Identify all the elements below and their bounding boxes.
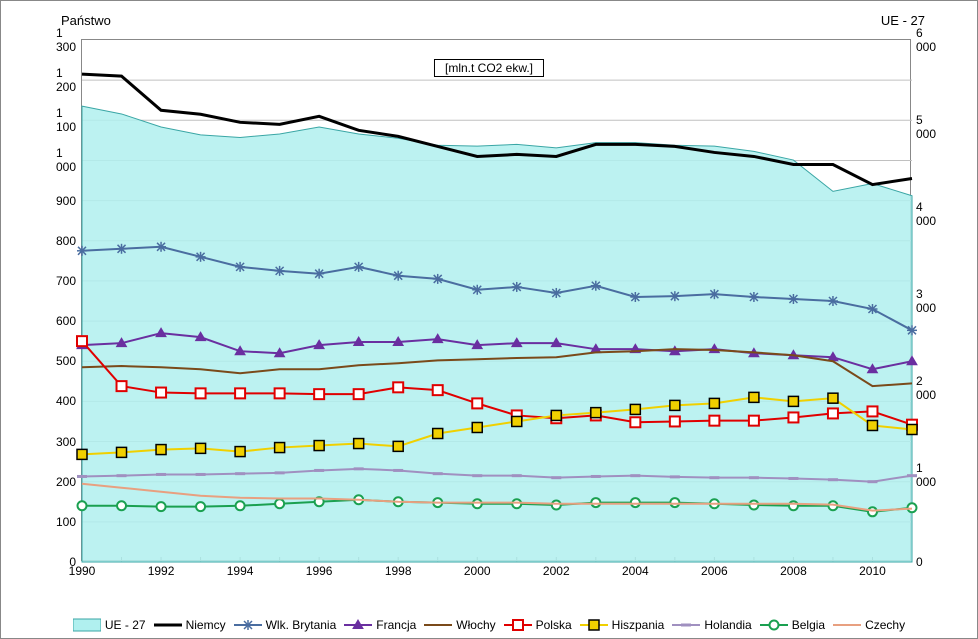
y-tick-right: 1 000 (916, 461, 936, 489)
y-tick-left: 900 (56, 194, 76, 208)
y-tick-left: 400 (56, 394, 76, 408)
legend-item-wlk_brytania: Wlk. Brytania (234, 618, 337, 632)
x-tick: 2000 (464, 564, 491, 578)
unit-box: [mln.t CO2 ekw.] (434, 59, 544, 77)
y-tick-left: 100 (56, 515, 76, 529)
legend-swatch (73, 618, 101, 632)
legend-item-niemcy: Niemcy (154, 618, 226, 632)
y-tick-left: 1 000 (56, 146, 76, 174)
legend: UE - 27 Niemcy Wlk. Brytania Francja Włochy P… (1, 612, 977, 634)
legend-swatch (234, 618, 262, 632)
legend-label: Belgia (792, 618, 825, 632)
x-tick: 1990 (69, 564, 96, 578)
legend-item-holandia: Holandia (672, 618, 751, 632)
y-tick-right: 2 000 (916, 374, 936, 402)
y-tick-left: 800 (56, 234, 76, 248)
legend-item-czechy: Czechy (833, 618, 905, 632)
x-tick: 1992 (148, 564, 175, 578)
y-tick-left: 1 200 (56, 66, 76, 94)
x-tick: 2004 (622, 564, 649, 578)
y-tick-left: 700 (56, 274, 76, 288)
legend-item-francja: Francja (344, 618, 416, 632)
y-tick-left: 500 (56, 354, 76, 368)
plot-area: 01002003004005006007008009001 0001 1001 … (81, 39, 911, 561)
y-tick-left: 600 (56, 314, 76, 328)
y-tick-left: 200 (56, 475, 76, 489)
legend-label: Czechy (865, 618, 905, 632)
legend-swatch (760, 618, 788, 632)
y-tick-right: 4 000 (916, 200, 936, 228)
plot-svg (82, 40, 910, 560)
y-tick-left: 300 (56, 435, 76, 449)
legend-swatch (580, 618, 608, 632)
y-tick-right: 0 (916, 555, 923, 569)
legend-label: Niemcy (186, 618, 226, 632)
y-tick-left: 1 100 (56, 106, 76, 134)
y-tick-right: 5 000 (916, 113, 936, 141)
legend-swatch (833, 618, 861, 632)
y-tick-left: 1 300 (56, 26, 76, 54)
legend-item-ue27: UE - 27 (73, 618, 146, 632)
x-tick: 2006 (701, 564, 728, 578)
x-tick: 2008 (780, 564, 807, 578)
legend-label: Wlk. Brytania (266, 618, 337, 632)
legend-swatch (672, 618, 700, 632)
x-tick: 1994 (227, 564, 254, 578)
y-tick-right: 6 000 (916, 26, 936, 54)
legend-label: Włochy (456, 618, 495, 632)
legend-label: Hiszpania (612, 618, 665, 632)
x-tick: 1998 (385, 564, 412, 578)
y-tick-right: 3 000 (916, 287, 936, 315)
legend-label: Francja (376, 618, 416, 632)
legend-label: Holandia (704, 618, 751, 632)
legend-label: Polska (536, 618, 572, 632)
legend-swatch (154, 618, 182, 632)
x-tick: 1996 (306, 564, 333, 578)
legend-item-polska: Polska (504, 618, 572, 632)
legend-swatch (344, 618, 372, 632)
legend-swatch (424, 618, 452, 632)
legend-swatch (504, 618, 532, 632)
legend-item-belgia: Belgia (760, 618, 825, 632)
x-tick: 2010 (859, 564, 886, 578)
legend-label: UE - 27 (105, 618, 146, 632)
x-tick: 2002 (543, 564, 570, 578)
legend-item-wlochy: Włochy (424, 618, 495, 632)
chart-container: Państwo UE - 27 [mln.t CO2 ekw.] 0100200… (0, 0, 978, 639)
legend-item-hiszpania: Hiszpania (580, 618, 665, 632)
